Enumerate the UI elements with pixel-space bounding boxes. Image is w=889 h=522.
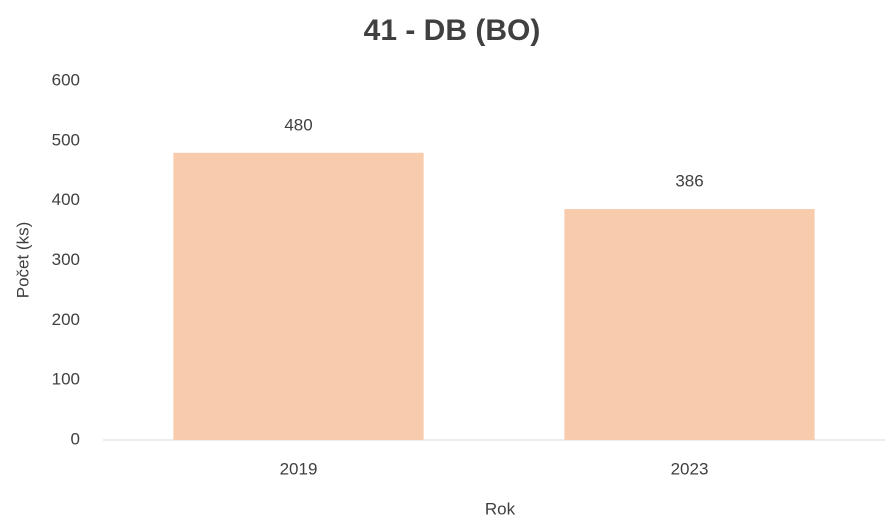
chart-title: 41 - DB (BO)	[364, 14, 541, 47]
x-tick-label: 2023	[671, 459, 709, 478]
y-tick-label: 300	[52, 250, 80, 269]
y-tick-label: 0	[71, 429, 80, 448]
y-tick-label: 500	[52, 130, 80, 149]
data-label: 386	[675, 172, 703, 191]
y-tick-label: 400	[52, 190, 80, 209]
y-tick-label: 200	[52, 310, 80, 329]
y-tick-label: 600	[52, 70, 80, 89]
data-label: 480	[284, 115, 312, 134]
y-tick-label: 100	[52, 370, 80, 389]
y-axis-label: Počet (ks)	[13, 222, 32, 299]
bar	[173, 152, 424, 441]
x-tick-label: 2019	[280, 459, 318, 478]
x-axis-label: Rok	[485, 499, 516, 518]
bar	[564, 209, 815, 440]
